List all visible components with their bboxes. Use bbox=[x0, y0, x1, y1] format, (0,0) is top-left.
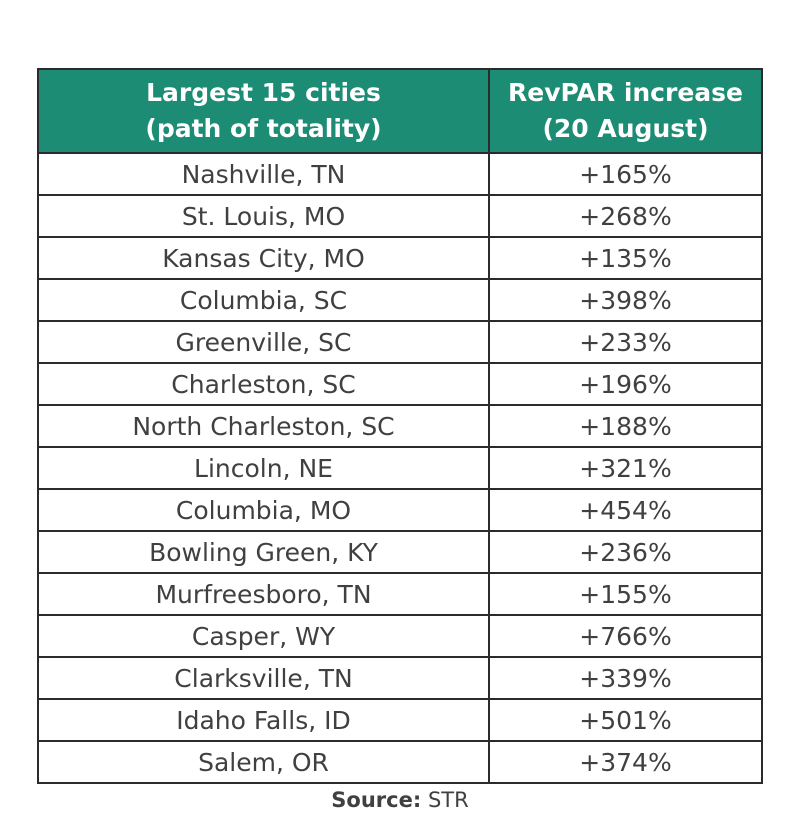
city-cell: St. Louis, MO bbox=[37, 194, 490, 238]
revpar-increase-cell: +766% bbox=[488, 614, 763, 658]
revpar-increase-cell: +374% bbox=[488, 740, 763, 784]
table-row: North Charleston, SC +188% bbox=[37, 404, 763, 448]
header-revpar-line-2: (20 August) bbox=[542, 114, 709, 143]
header-cities-line-1: Largest 15 cities bbox=[146, 78, 381, 107]
city-cell: North Charleston, SC bbox=[37, 404, 490, 448]
table-row: Columbia, SC +398% bbox=[37, 278, 763, 322]
table-row: Idaho Falls, ID +501% bbox=[37, 698, 763, 742]
header-revpar-line-1: RevPAR increase bbox=[507, 78, 743, 107]
source-value: STR bbox=[427, 788, 469, 812]
table-row: Casper, WY +766% bbox=[37, 614, 763, 658]
revpar-increase-cell: +454% bbox=[488, 488, 763, 532]
table-row: Salem, OR +374% bbox=[37, 740, 763, 784]
city-cell: Salem, OR bbox=[37, 740, 490, 784]
revpar-increase-cell: +135% bbox=[488, 236, 763, 280]
table-body: Nashville, TN +165% St. Louis, MO +268% Kans… bbox=[37, 152, 763, 784]
revpar-increase-cell: +236% bbox=[488, 530, 763, 574]
revpar-increase-cell: +339% bbox=[488, 656, 763, 700]
table-row: Charleston, SC +196% bbox=[37, 362, 763, 406]
revpar-increase-cell: +321% bbox=[488, 446, 763, 490]
revpar-table: Largest 15 cities (path of totality) Rev… bbox=[37, 68, 763, 784]
table-row: St. Louis, MO +268% bbox=[37, 194, 763, 238]
revpar-increase-cell: +501% bbox=[488, 698, 763, 742]
revpar-increase-cell: +188% bbox=[488, 404, 763, 448]
city-cell: Columbia, MO bbox=[37, 488, 490, 532]
city-cell: Lincoln, NE bbox=[37, 446, 490, 490]
city-cell: Kansas City, MO bbox=[37, 236, 490, 280]
table-row: Murfreesboro, TN +155% bbox=[37, 572, 763, 616]
table-row: Greenville, SC +233% bbox=[37, 320, 763, 364]
city-cell: Columbia, SC bbox=[37, 278, 490, 322]
table-row: Lincoln, NE +321% bbox=[37, 446, 763, 490]
table-row: Bowling Green, KY +236% bbox=[37, 530, 763, 574]
city-cell: Nashville, TN bbox=[37, 152, 490, 196]
table-row: Kansas City, MO +135% bbox=[37, 236, 763, 280]
city-cell: Bowling Green, KY bbox=[37, 530, 490, 574]
city-cell: Idaho Falls, ID bbox=[37, 698, 490, 742]
revpar-increase-cell: +233% bbox=[488, 320, 763, 364]
city-cell: Greenville, SC bbox=[37, 320, 490, 364]
city-cell: Charleston, SC bbox=[37, 362, 490, 406]
city-cell: Clarksville, TN bbox=[37, 656, 490, 700]
source-label: Source: bbox=[331, 788, 422, 812]
source-note: Source: STR bbox=[0, 788, 800, 812]
header-cities: Largest 15 cities (path of totality) bbox=[37, 68, 490, 154]
city-cell: Murfreesboro, TN bbox=[37, 572, 490, 616]
table-row: Columbia, MO +454% bbox=[37, 488, 763, 532]
revpar-increase-cell: +398% bbox=[488, 278, 763, 322]
city-cell: Casper, WY bbox=[37, 614, 490, 658]
revpar-increase-cell: +155% bbox=[488, 572, 763, 616]
revpar-increase-cell: +268% bbox=[488, 194, 763, 238]
table-row: Nashville, TN +165% bbox=[37, 152, 763, 196]
header-row: Largest 15 cities (path of totality) Rev… bbox=[37, 68, 763, 154]
revpar-increase-cell: +196% bbox=[488, 362, 763, 406]
revpar-increase-cell: +165% bbox=[488, 152, 763, 196]
header-cities-line-2: (path of totality) bbox=[145, 114, 382, 143]
header-revpar: RevPAR increase (20 August) bbox=[488, 68, 763, 154]
table-row: Clarksville, TN +339% bbox=[37, 656, 763, 700]
